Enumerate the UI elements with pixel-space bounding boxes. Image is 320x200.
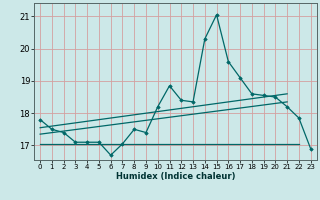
X-axis label: Humidex (Indice chaleur): Humidex (Indice chaleur) xyxy=(116,172,235,181)
